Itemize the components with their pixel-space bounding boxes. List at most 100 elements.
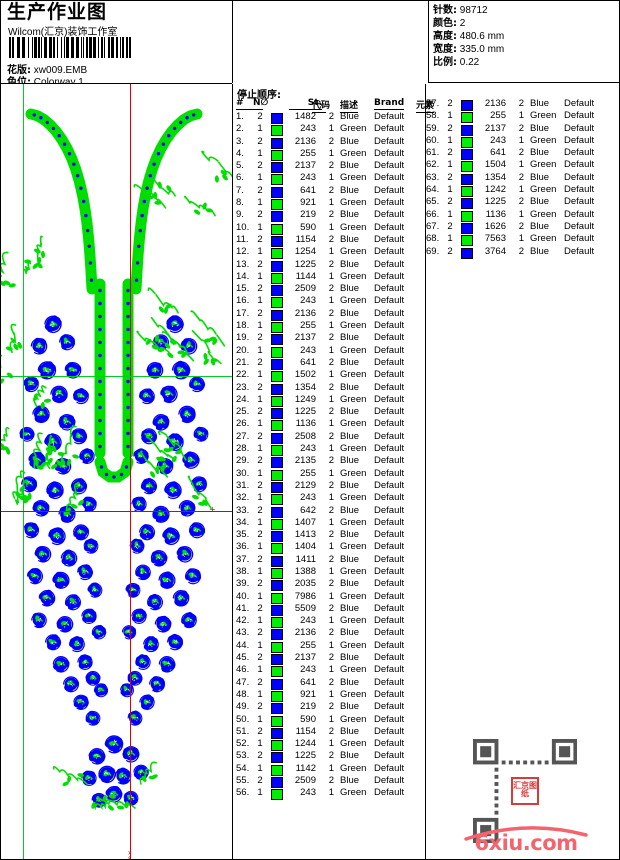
cell-needle: 1 [257,393,263,405]
cell-needle: 1 [447,159,453,171]
header-horizontal-divider [1,83,232,84]
cell-description: Green [340,246,367,258]
cell-stitches: 1142 [295,762,316,774]
cell-stitches: 219 [300,701,316,713]
cell-stitches: 641 [300,184,316,196]
cell-stitches: 243 [490,134,506,146]
color-swatch [271,149,283,161]
color-swatch [271,223,283,235]
cell-stitches: 3764 [484,245,506,257]
cell-stitches: 1225 [294,406,316,418]
cell-brand: Default [374,615,405,627]
cell-description: Green [530,110,557,122]
cell-index: 31. [236,479,250,491]
cell-needle: 2 [257,602,263,614]
cell-brand: Default [374,762,405,774]
cell-needle: 1 [257,197,263,209]
qr-code[interactable]: 汇京图纸 [473,739,577,843]
cell-index: 45. [236,652,250,664]
cell-needle: 2 [257,479,263,491]
cell-stitches: 7563 [484,233,506,245]
cell-stitches: 2136 [294,307,316,319]
cell-description: Blue [340,160,360,172]
cell-index: 17. [236,307,250,319]
cell-brand: Default [374,652,405,664]
cell-description: Blue [340,307,360,319]
cell-stitches: 1242 [484,184,506,196]
table-row: 44. 1 255 1 Green Default [236,639,426,653]
cell-index: 57. [426,98,440,109]
design-file-label: 花版: [7,65,31,76]
cell-stitches: 1225 [294,750,316,762]
cell-description: Green [340,492,367,504]
color-swatch [271,678,283,690]
cell-stitches: 2137 [294,160,316,172]
table-row: 35. 2 1413 2 Blue Default [236,529,426,543]
cell-description: Green [340,541,367,553]
info-row-colors: 颜色: 2 [433,17,619,30]
cell-description: Blue [530,196,550,208]
table-row: 10. 1 590 1 Green Default [236,222,426,235]
table-row: 68. 1 7563 1 Green Default [426,233,619,247]
cell-index: 29. [236,455,250,467]
stitches-label: 针数: [433,5,457,16]
cell-brand: Default [374,639,405,651]
cell-code: 2 [328,160,334,172]
cell-description: Blue [340,676,360,688]
cell-stitches: 641 [300,676,316,688]
cell-index: 25. [236,406,250,418]
color-swatch [271,715,283,727]
cell-description: Green [340,615,367,627]
cell-needle: 1 [257,369,263,381]
cell-stitches: 642 [300,504,316,516]
table-row: 56. 1 243 1 Green Default [236,787,426,801]
cell-stitches: 1154 [295,233,316,245]
cell-description: Green [340,443,367,455]
cell-code: 2 [328,529,334,541]
cell-brand: Default [374,369,405,381]
cell-needle: 1 [257,787,263,799]
colors-value: 2 [459,18,466,29]
cell-code: 2 [328,381,334,393]
cell-index: 7. [236,184,244,196]
cell-stitches: 1407 [294,516,316,528]
col-header-description: 描述 [340,98,359,113]
color-swatch [271,604,283,616]
cell-index: 69. [426,245,440,257]
cell-brand: Default [374,356,405,368]
color-swatch [271,727,283,739]
cell-stitches: 921 [300,197,316,209]
cell-brand: Default [374,565,405,577]
cell-stitches: 1482 [294,111,316,122]
height-value: 480.6 mm [459,31,505,42]
table-row: 48. 1 921 1 Green Default [236,689,426,702]
cell-brand: Default [374,160,405,172]
cell-stitches: 2035 [294,578,316,590]
cell-code: 1 [328,147,334,159]
table-row: 3. 2 2136 2 Blue Default [236,136,426,149]
cell-description: Green [340,467,367,479]
cell-stitches: 219 [300,209,316,221]
cell-code: 2 [328,652,334,664]
cell-stitches: 1404 [294,541,316,553]
table-row: 67. 2 1626 2 Blue Default [426,221,619,234]
cell-brand: Default [374,270,405,282]
cell-stitches: 255 [300,467,316,479]
colorway-row: 色位: Colorway 1 [7,73,84,88]
table-row: 41. 2 5509 2 Blue Default [236,602,426,616]
table-row: 57. 2 2136 2 Blue Default [426,98,619,111]
color-swatch [271,567,283,579]
color-swatch [271,272,283,284]
color-swatch [271,629,283,641]
cell-description: Blue [340,701,360,713]
cell-needle: 2 [257,627,263,639]
table-row: 19. 2 2137 2 Blue Default [236,332,426,346]
cell-description: Blue [340,504,360,516]
table-row: 39. 2 2035 2 Blue Default [236,578,426,592]
table-row: 13. 2 1225 2 Blue Default [236,259,426,272]
cell-brand: Default [374,578,405,590]
color-swatch [271,309,283,321]
table-row: 4. 1 255 1 Green Default [236,147,426,161]
cell-code: 2 [328,479,334,491]
cell-needle: 2 [447,122,453,134]
